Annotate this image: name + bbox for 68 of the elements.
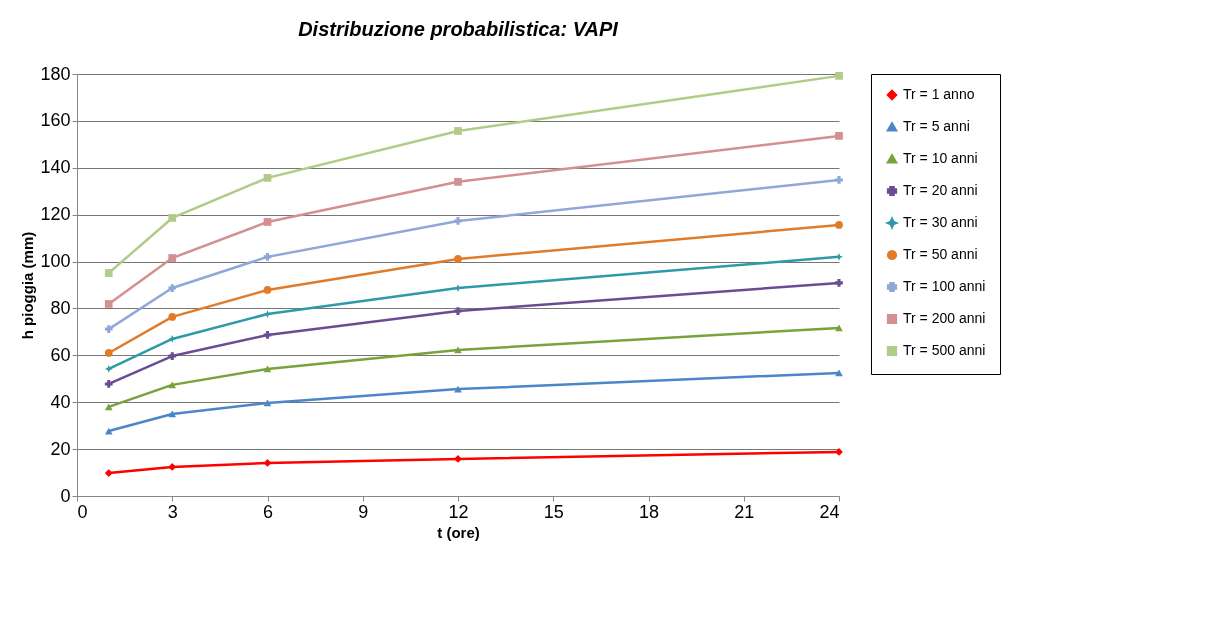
x-tick-label: 9	[358, 501, 369, 522]
point	[263, 173, 272, 182]
point	[263, 252, 272, 261]
x-tick-label: 3	[167, 501, 178, 522]
point	[263, 218, 272, 226]
point	[835, 221, 843, 229]
legend-label: Tr = 50 anni	[903, 246, 978, 262]
y-tick-label: 40	[50, 391, 71, 412]
point	[104, 469, 113, 477]
point	[168, 381, 177, 389]
point	[454, 307, 462, 315]
point	[104, 300, 113, 308]
x-tick-label: 21	[734, 501, 755, 522]
y-tick-label: 120	[40, 204, 71, 225]
point	[104, 269, 113, 277]
chart-title: Distribuzione probabilistica: VAPI	[298, 18, 619, 40]
point	[104, 380, 113, 388]
point	[454, 255, 462, 263]
y-tick-label: 180	[40, 63, 71, 84]
y-tick-label: 80	[50, 297, 71, 318]
x-tick-label: 15	[543, 501, 564, 522]
point	[168, 313, 177, 321]
y-tick-label: 20	[50, 438, 71, 459]
y-axis-title: h pioggia (mm)	[19, 231, 37, 340]
point	[104, 365, 113, 373]
legend-label: Tr = 100 anni	[903, 278, 986, 294]
point	[835, 72, 843, 80]
x-axis-title: t (ore)	[437, 523, 480, 541]
point	[168, 254, 177, 262]
point	[263, 399, 272, 407]
x-tick-label: 12	[448, 501, 469, 522]
y-tick-label: 100	[40, 251, 71, 272]
point	[454, 177, 462, 186]
point	[263, 365, 272, 373]
point	[835, 369, 843, 377]
legend-label: Tr = 20 anni	[903, 182, 978, 198]
point	[454, 217, 462, 225]
point	[168, 352, 177, 360]
point	[168, 214, 177, 222]
point	[835, 176, 843, 184]
y-tick-label: 0	[60, 485, 71, 506]
legend-label: Tr = 10 anni	[903, 150, 978, 166]
y-tick-label: 60	[50, 344, 71, 365]
y-tick-label: 140	[40, 157, 71, 178]
point	[835, 279, 843, 287]
y-tick-label: 160	[40, 110, 71, 131]
point	[263, 310, 272, 318]
point	[104, 325, 113, 333]
x-tick-label: 24	[819, 501, 840, 522]
legend-label: Tr = 30 anni	[903, 214, 978, 230]
legend-label: Tr = 5 anni	[903, 118, 970, 134]
point	[263, 286, 272, 294]
point	[454, 127, 462, 135]
point	[263, 331, 272, 339]
point	[168, 335, 177, 343]
point	[104, 349, 113, 357]
x-tick-label: 6	[262, 501, 274, 522]
legend-label: Tr = 200 anni	[903, 310, 986, 326]
x-tick-label: 18	[638, 501, 660, 522]
point	[263, 459, 272, 467]
legend-label: Tr = 500 anni	[903, 342, 986, 358]
x-tick-label: 0	[77, 501, 88, 522]
point	[168, 284, 177, 292]
point	[835, 132, 843, 140]
point	[104, 403, 113, 411]
point	[454, 346, 462, 354]
legend-label: Tr = 1 anno	[903, 86, 975, 102]
point	[835, 324, 843, 332]
